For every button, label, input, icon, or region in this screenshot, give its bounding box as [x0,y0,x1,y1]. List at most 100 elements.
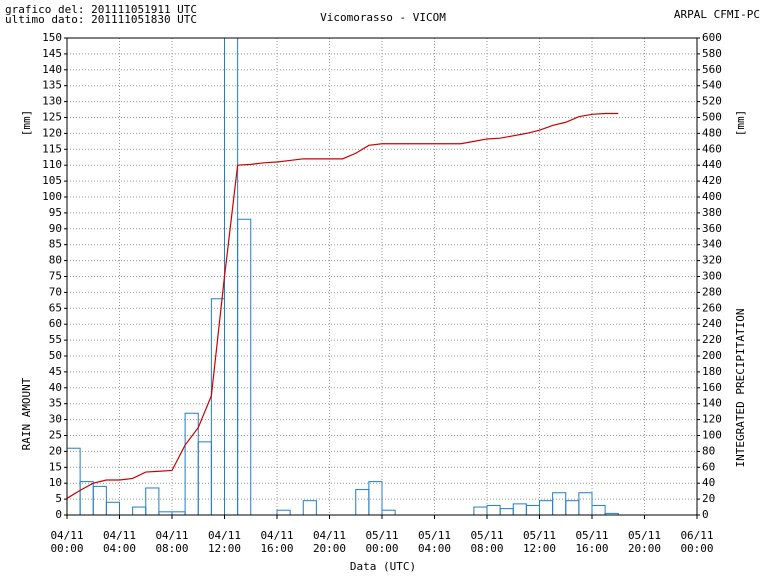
header-line: grafico del: 201111051911 UTC [5,3,197,16]
x-tick-label: 04:00 [103,542,136,555]
y-tick-label: 140 [42,63,62,76]
y2-tick-label: 220 [702,333,722,346]
y2-tick-label: 460 [702,142,722,155]
x-tick-label: 04/11 [155,529,188,542]
bar [578,492,593,516]
bar [552,492,567,516]
bar [92,485,107,516]
bar [184,412,199,516]
y-tick-label: 75 [49,270,62,283]
y2-tick-label: 180 [702,365,722,378]
header-line: ultimo dato: 201111051830 UTC [5,13,197,26]
bar [66,447,81,516]
x-tick-label: 05/11 [418,529,451,542]
bar [302,500,317,516]
y2-tick-label: 400 [702,190,722,203]
x-tick-label: 04/11 [50,529,83,542]
bar [355,489,370,516]
y-tick-label: 10 [49,476,62,489]
x-tick-label: 12:00 [208,542,241,555]
y-tick-label: 110 [42,158,62,171]
x-tick-label: 20:00 [628,542,661,555]
y-tick-label: 35 [49,397,62,410]
y2-unit: [mm] [734,110,747,137]
bar [486,504,501,516]
x-tick-label: 00:00 [50,542,83,555]
y-tick-label: 120 [42,126,62,139]
x-tick-label: 05/11 [470,529,503,542]
bar [276,509,291,516]
y-tick-label: 95 [49,206,62,219]
y-tick-label: 0 [55,508,62,521]
x-tick-label: 08:00 [470,542,503,555]
y-tick-label: 100 [42,190,62,203]
y2-tick-label: 520 [702,95,722,108]
y-tick-label: 130 [42,95,62,108]
y2-tick-label: 120 [702,413,722,426]
bar [565,500,580,516]
x-tick-label: 04/11 [313,529,346,542]
y2-tick-label: 20 [702,492,715,505]
bar [591,504,606,516]
y2-tick-label: 580 [702,47,722,60]
bar [473,506,488,516]
chart-title: Vicomorasso - VICOM [320,11,446,24]
y2-tick-label: 380 [702,206,722,219]
bar [368,481,383,516]
y2-tick-label: 500 [702,111,722,124]
y-tick-label: 90 [49,222,62,235]
y-tick-label: 5 [55,492,62,505]
x-tick-label: 05/11 [523,529,556,542]
y2-tick-label: 240 [702,317,722,330]
x-tick-label: 05/11 [365,529,398,542]
y-tick-label: 80 [49,254,62,267]
y2-tick-label: 480 [702,126,722,139]
y2-tick-label: 200 [702,349,722,362]
x-tick-label: 08:00 [155,542,188,555]
x-tick-label: 04/11 [208,529,241,542]
x-tick-label: 20:00 [313,542,346,555]
x-tick-label: 04/11 [260,529,293,542]
x-tick-label: 12:00 [523,542,556,555]
y-tick-label: 125 [42,111,62,124]
y-tick-label: 135 [42,79,62,92]
y2-tick-label: 440 [702,158,722,171]
bar [145,487,160,516]
y2-tick-label: 320 [702,254,722,267]
plot-frame [66,37,698,516]
y2-tick-label: 80 [702,444,715,457]
source: ARPAL CFMI-PC [674,8,760,21]
y2-tick-label: 140 [702,397,722,410]
y2-tick-label: 160 [702,381,722,394]
x-tick-label: 16:00 [260,542,293,555]
bar [539,500,554,516]
y2-tick-label: 0 [702,508,709,521]
x-tick-label: 16:00 [575,542,608,555]
y2-tick-label: 540 [702,79,722,92]
y-axis-label: RAIN AMOUNT [20,377,33,450]
y2-tick-label: 60 [702,460,715,473]
y-tick-label: 45 [49,365,62,378]
y-tick-label: 50 [49,349,62,362]
y-tick-label: 115 [42,142,62,155]
y-tick-label: 145 [42,47,62,60]
x-tick-label: 04:00 [418,542,451,555]
x-axis-label: Data (UTC) [350,560,416,573]
y-tick-label: 70 [49,285,62,298]
bar [512,503,527,516]
y-tick-label: 40 [49,381,62,394]
bar [525,504,540,516]
bar [197,441,212,516]
y2-tick-label: 560 [702,63,722,76]
y2-tick-label: 340 [702,238,722,251]
y-unit: [mm] [20,110,33,137]
x-tick-label: 04/11 [103,529,136,542]
bar [132,506,147,516]
y2-tick-label: 40 [702,476,715,489]
x-tick-label: 05/11 [575,529,608,542]
y-tick-label: 105 [42,174,62,187]
x-tick-label: 00:00 [680,542,713,555]
bar [105,501,120,516]
y-tick-label: 25 [49,429,62,442]
